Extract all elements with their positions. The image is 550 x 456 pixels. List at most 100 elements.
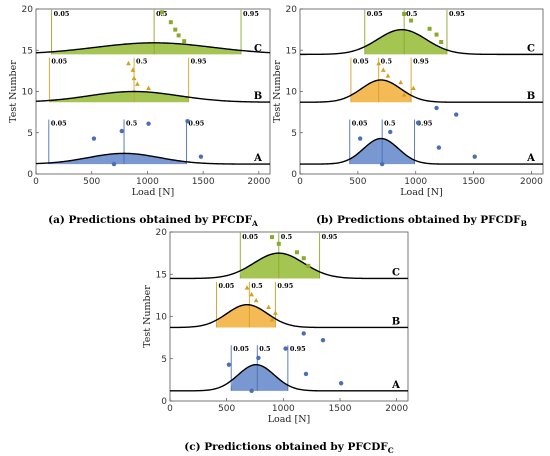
data-point (198, 154, 204, 159)
data-point (434, 32, 439, 37)
data-point (135, 81, 140, 86)
chart-caption: (b) Predictions obtained by PFCDFB (316, 214, 527, 228)
group-label: C (254, 43, 262, 54)
density-curve (35, 152, 271, 165)
group-label: A (253, 153, 262, 164)
density-curve (35, 90, 271, 103)
chart-panel-c: 0 500 1000 1500 2000 0 5 10 15 20 Load [N] Test Num… (142, 228, 409, 455)
quantile-label: 0.5 (136, 58, 148, 66)
quantile-label: 0.95 (191, 58, 207, 66)
quantile-label: 0.05 (218, 282, 234, 290)
data-point (270, 235, 274, 240)
quantile-label: 0.95 (322, 233, 338, 241)
data-point (182, 39, 187, 44)
chart-caption: (a) Predictions obtained by PFCDFA (48, 214, 258, 228)
group-A: 0.05 0.5 0.95 A (170, 331, 408, 394)
x-tick-label: 0 (167, 404, 173, 414)
x-tick-label: 500 (83, 177, 100, 187)
density-curve (299, 28, 543, 56)
x-tick-label: 0 (297, 177, 303, 187)
x-tick-label: 1500 (329, 404, 352, 414)
x-tick-label: 1500 (462, 177, 485, 187)
x-tick-label: 0 (33, 177, 39, 187)
data-point (402, 11, 407, 16)
data-point (439, 40, 444, 44)
group-B: 0.05 0.5 0.95 B (35, 57, 271, 103)
data-point (131, 75, 137, 81)
y-tick-label: 15 (286, 46, 297, 56)
data-point (226, 362, 232, 367)
data-point (388, 129, 393, 135)
y-tick-label: 0 (291, 170, 297, 180)
data-point (253, 297, 259, 303)
density-curve (169, 303, 408, 329)
data-point (173, 27, 178, 32)
y-axis-label: Test Number (142, 285, 153, 348)
data-point (427, 26, 432, 31)
density-fill (49, 91, 189, 103)
data-point (273, 310, 278, 315)
data-point (380, 67, 386, 72)
x-tick-label: 2000 (520, 177, 543, 187)
chart-caption: (c) Predictions obtained by PFCDFC (184, 441, 394, 455)
data-point (436, 145, 442, 150)
quantile-label: 0.5 (126, 120, 138, 128)
data-point (91, 136, 97, 141)
data-point (266, 304, 271, 310)
group-C: 0.050.50.95C (35, 9, 271, 55)
group-B: 0.05 0.5 0.95 B (299, 57, 543, 103)
data-point (249, 291, 254, 297)
y-tick-label: 10 (156, 313, 168, 323)
quantile-label: 0.5 (259, 345, 271, 353)
x-tick-label: 1500 (192, 177, 215, 187)
data-point (249, 388, 254, 394)
density-curve (35, 42, 271, 54)
quantile-label: 0.5 (281, 233, 293, 241)
plot-frame (299, 8, 544, 175)
group-label: C (392, 267, 400, 278)
group-label: B (254, 91, 262, 102)
y-tick-label: 5 (291, 129, 297, 139)
data-point (130, 67, 136, 72)
x-axis-label: Load [N] (268, 414, 311, 425)
quantile-label: 0.5 (406, 10, 418, 18)
data-point (119, 128, 125, 134)
data-point (472, 154, 477, 159)
data-point (168, 20, 173, 25)
x-tick-label: 1000 (136, 177, 159, 187)
quantile-label: 0.95 (277, 282, 293, 290)
data-point (379, 161, 385, 167)
quantile-label: 0.05 (242, 233, 258, 241)
data-point (294, 250, 299, 255)
y-tick-label: 15 (22, 46, 33, 56)
quantile-label: 0.95 (417, 120, 433, 128)
data-point (269, 317, 275, 322)
data-point (338, 381, 344, 386)
quantile-label: 0.05 (367, 10, 383, 18)
x-tick-label: 1000 (272, 404, 295, 414)
quantile-label: 0.05 (352, 120, 368, 128)
x-tick-label: 2000 (385, 404, 408, 414)
data-point (385, 73, 391, 78)
y-tick-label: 15 (156, 270, 167, 280)
group-label: B (527, 91, 535, 102)
data-point (126, 60, 131, 66)
data-point (301, 331, 306, 336)
data-point (320, 337, 326, 343)
y-tick-label: 10 (22, 88, 34, 98)
quantile-label: 0.95 (188, 120, 204, 128)
data-point (111, 161, 117, 167)
data-point (454, 112, 459, 117)
data-point (301, 256, 306, 261)
y-tick-label: 0 (161, 397, 167, 407)
y-tick-label: 10 (286, 88, 298, 98)
density-curve (299, 137, 543, 165)
group-label: A (391, 380, 400, 391)
group-label: C (527, 43, 535, 54)
x-tick-label: 500 (349, 177, 366, 187)
density-curve (299, 79, 543, 103)
density-curve (170, 252, 408, 280)
density-fill (364, 29, 447, 55)
